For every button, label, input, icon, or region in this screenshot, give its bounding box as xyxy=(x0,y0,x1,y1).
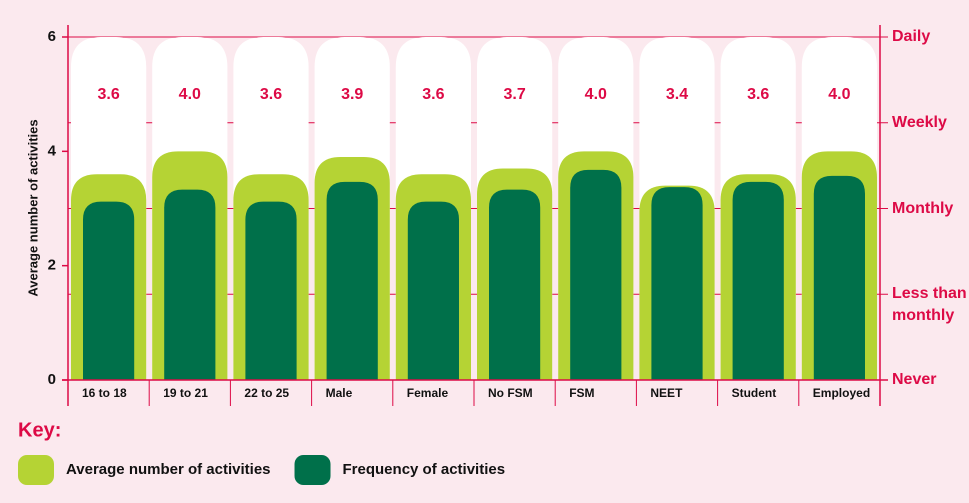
data-label: 3.6 xyxy=(422,86,444,103)
bar xyxy=(245,201,297,380)
x-tick-label: 16 to 18 xyxy=(82,386,127,400)
data-label: 3.4 xyxy=(666,86,688,103)
x-tick-label: Male xyxy=(326,386,353,400)
y2-tick-label: Monthly xyxy=(892,199,954,217)
x-tick-label: 22 to 25 xyxy=(244,386,289,400)
y-tick-label: 0 xyxy=(48,371,56,388)
y2-tick-label: Less than monthly xyxy=(892,285,967,325)
bar xyxy=(732,181,784,380)
data-label: 3.6 xyxy=(97,86,119,103)
bar xyxy=(407,201,459,380)
bar xyxy=(651,187,703,380)
data-label: 4.0 xyxy=(179,86,201,103)
x-tick-label: Employed xyxy=(813,386,870,400)
data-label: 3.9 xyxy=(341,86,363,103)
data-label: 3.7 xyxy=(503,86,525,103)
legend-title: Key: xyxy=(18,419,61,441)
y-tick-label: 6 xyxy=(48,28,56,45)
bar xyxy=(326,181,378,380)
bar xyxy=(83,201,135,380)
bar xyxy=(489,189,541,380)
data-label: 3.6 xyxy=(260,86,282,103)
bar xyxy=(570,169,622,380)
bar xyxy=(164,189,216,380)
y-axis-label: Average number of activities xyxy=(25,119,40,296)
x-tick-label: Female xyxy=(407,386,449,400)
legend-label: Average number of activities xyxy=(66,461,271,478)
y-tick-label: 2 xyxy=(48,257,56,274)
bar xyxy=(813,175,865,380)
data-label: 4.0 xyxy=(585,86,607,103)
legend-swatch xyxy=(18,455,54,485)
y2-tick-label: Weekly xyxy=(892,113,947,131)
y2-tick-label: Never xyxy=(892,371,937,388)
x-tick-label: NEET xyxy=(650,386,683,400)
data-label: 3.6 xyxy=(747,86,769,103)
x-tick-label: 19 to 21 xyxy=(163,386,208,400)
x-tick-label: FSM xyxy=(569,386,594,400)
x-tick-label: Student xyxy=(732,386,777,400)
y2-tick-label: Daily xyxy=(892,28,931,45)
legend-swatch xyxy=(294,455,331,485)
data-label: 4.0 xyxy=(828,86,850,103)
x-tick-label: No FSM xyxy=(488,386,533,400)
y-tick-label: 4 xyxy=(48,142,57,159)
legend-label: Frequency of activities xyxy=(343,461,506,478)
